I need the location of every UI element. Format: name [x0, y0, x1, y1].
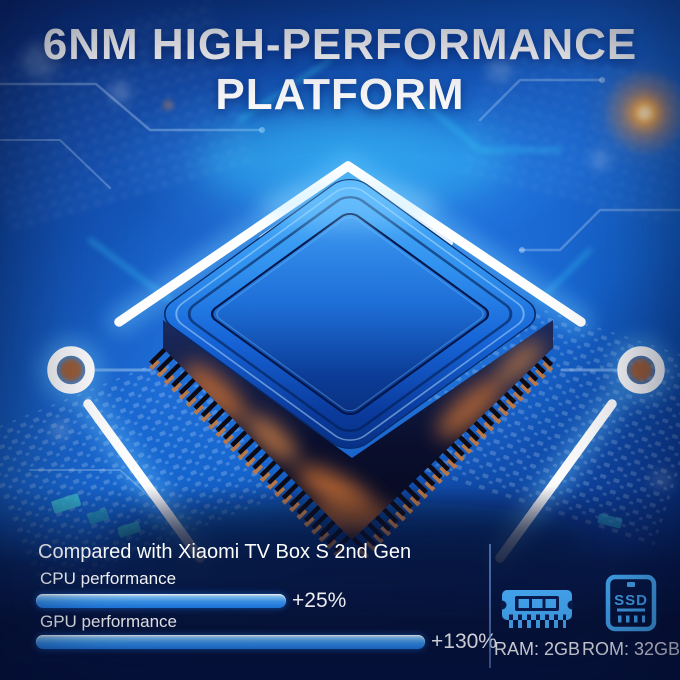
title-line-2: PLATFORM: [215, 70, 465, 119]
gpu-performance-label: GPU performance: [40, 612, 177, 631]
gpu-performance-bar: [36, 635, 425, 649]
gpu-performance-row: +130%: [36, 630, 497, 653]
ram-icon: [501, 590, 574, 628]
cpu-performance-value: +25%: [292, 589, 347, 612]
comparison-heading: Compared with Xiaomi TV Box S 2nd Gen: [38, 541, 412, 563]
gpu-performance-value: +130%: [431, 630, 497, 653]
cpu-performance-row: +25%: [36, 589, 347, 612]
ssd-icon-text: SSD: [614, 592, 648, 609]
ram-spec: RAM: 2GB: [494, 570, 580, 660]
cpu-performance-label: CPU performance: [40, 569, 177, 588]
orange-bokeh: [163, 83, 675, 143]
vertical-divider: [489, 544, 491, 668]
title-line-1: 6NM HIGH-PERFORMANCE: [42, 20, 638, 69]
ssd-icon: SSD: [605, 574, 657, 632]
rom-label: ROM: 32GB: [581, 639, 680, 659]
page-title: 6NM HIGH-PERFORMANCE PLATFORM: [0, 20, 680, 120]
cpu-performance-bar: [36, 594, 286, 608]
rom-spec: SSD ROM: 32GB: [582, 570, 680, 660]
specs-block: RAM: 2GB SSD ROM: 32GB: [494, 560, 680, 660]
ram-label: RAM: 2GB: [494, 639, 581, 659]
